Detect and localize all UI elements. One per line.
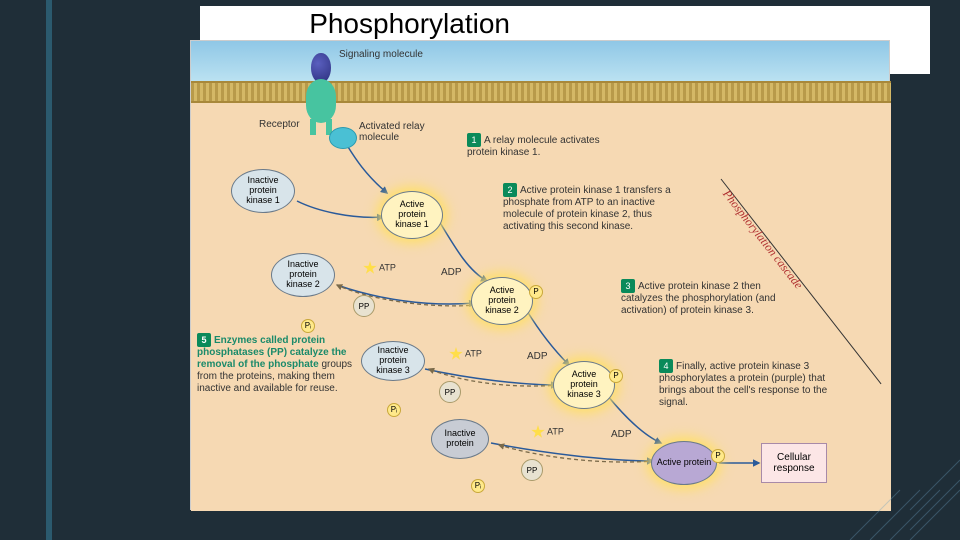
phosphate-on-pk3: P [609, 369, 623, 383]
phosphatase-2: PP [439, 381, 461, 403]
accent-bar [46, 0, 52, 540]
callout-2-text: Active protein kinase 1 transfers a phos… [503, 185, 671, 232]
active-pk1: Active protein kinase 1 [381, 191, 443, 239]
cellular-response-box: Cellular response [761, 443, 827, 483]
badge-5: 5 [197, 333, 211, 347]
phosphatase-3: PP [521, 459, 543, 481]
callout-4-text: Finally, active protein kinase 3 phospho… [659, 361, 827, 408]
corner-decoration [840, 450, 960, 540]
badge-3: 3 [621, 279, 635, 293]
pi-2: Pᵢ [387, 403, 401, 417]
callout-3: 3Active protein kinase 2 then catalyzes … [621, 279, 791, 317]
badge-1: 1 [467, 133, 481, 147]
phosphatase-1: PP [353, 295, 375, 317]
active-protein: Active protein [651, 441, 717, 485]
phosphorylation-diagram: Signaling molecule Receptor Activated re… [190, 40, 890, 510]
phosphate-on-protein: P [711, 449, 725, 463]
label-signaling-molecule: Signaling molecule [339, 49, 423, 60]
atp-2: ATP [449, 347, 482, 361]
slide-root: Phosphorylation Cascade Signaling molecu… [0, 0, 960, 540]
label-activated-relay: Activated relay molecule [359, 121, 439, 143]
pi-1: Pᵢ [301, 319, 315, 333]
badge-4: 4 [659, 359, 673, 373]
active-pk3: Active protein kinase 3 [553, 361, 615, 409]
callout-3-text: Active protein kinase 2 then catalyzes t… [621, 281, 776, 316]
callout-4: 4Finally, active protein kinase 3 phosph… [659, 359, 829, 409]
atp-1: ATP [363, 261, 396, 275]
relay-molecule [329, 127, 357, 149]
inactive-pk3: Inactive protein kinase 3 [361, 341, 425, 381]
pi-3: Pᵢ [471, 479, 485, 493]
callout-5: 5Enzymes called protein phosphatases (PP… [197, 333, 367, 395]
atp-3: ATP [531, 425, 564, 439]
receptor-shape [306, 79, 336, 123]
badge-2: 2 [503, 183, 517, 197]
inactive-pk2: Inactive protein kinase 2 [271, 253, 335, 297]
callout-1-text: A relay molecule activates protein kinas… [467, 135, 600, 158]
active-pk2: Active protein kinase 2 [471, 277, 533, 325]
adp-3: ADP [611, 429, 632, 440]
cell-membrane [191, 81, 891, 103]
inactive-protein: Inactive protein [431, 419, 489, 459]
phosphate-on-pk2: P [529, 285, 543, 299]
callout-1: 1A relay molecule activates protein kina… [467, 133, 617, 159]
adp-2: ADP [527, 351, 548, 362]
callout-2: 2Active protein kinase 1 transfers a pho… [503, 183, 673, 233]
adp-1: ADP [441, 267, 462, 278]
label-receptor: Receptor [259, 119, 300, 130]
inactive-pk1: Inactive protein kinase 1 [231, 169, 295, 213]
